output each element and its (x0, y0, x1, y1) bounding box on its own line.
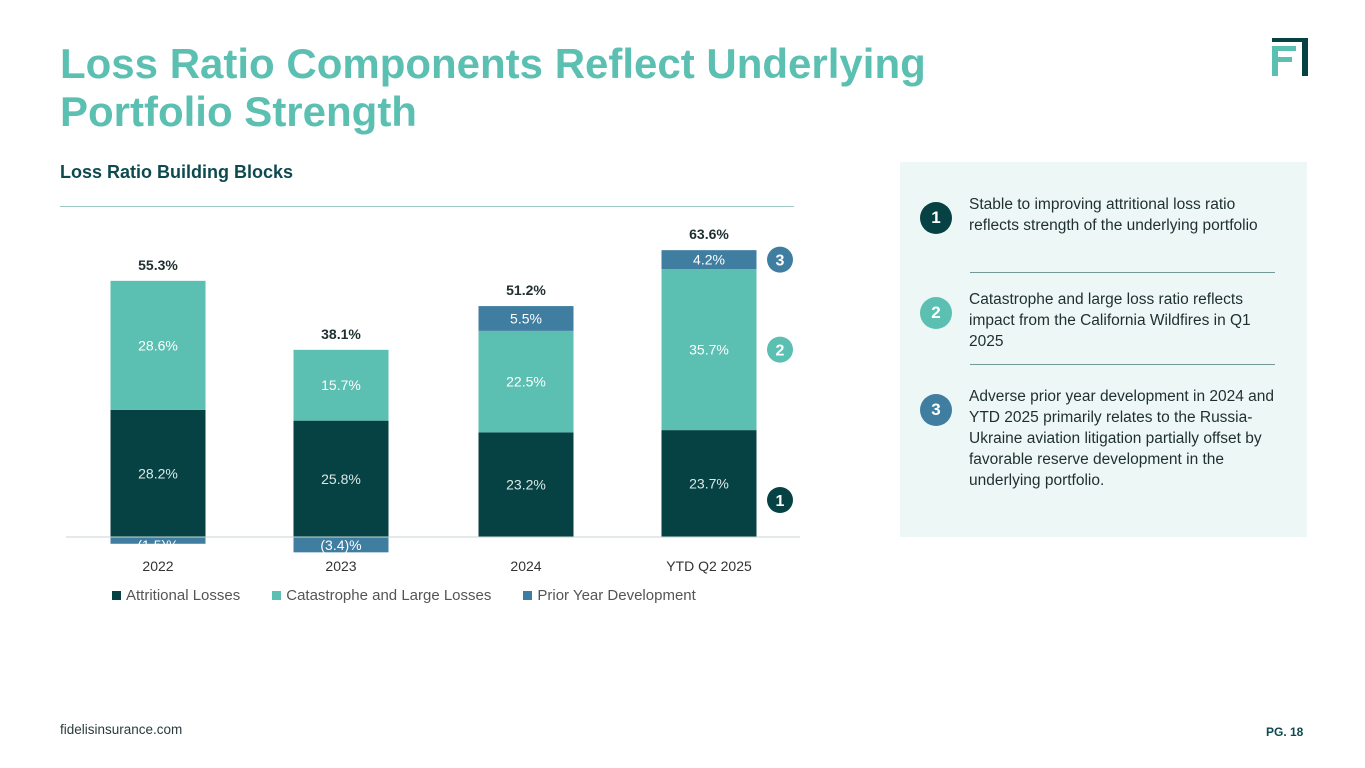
point-number-badge: 1 (920, 202, 952, 234)
point-text: Adverse prior year development in 2024 a… (969, 388, 1275, 489)
legend-swatch-prior-year (523, 591, 533, 600)
data-label: 23.2% (506, 477, 546, 493)
data-label: 28.6% (138, 337, 178, 353)
x-tick-label: 2022 (142, 558, 173, 574)
total-label: 38.1% (321, 326, 361, 342)
chart-subtitle: Loss Ratio Building Blocks (60, 162, 294, 182)
total-label: 51.2% (506, 282, 546, 298)
legend-swatch-catastrophe (272, 591, 282, 600)
bar-segment-negative (293, 537, 389, 553)
data-label: 35.7% (689, 342, 729, 358)
bar-segment-1 (293, 420, 389, 537)
bar-segment-negative (110, 537, 206, 544)
data-label: 15.7% (321, 377, 361, 393)
point-text: Stable to improving attritional loss rat… (969, 196, 1258, 234)
x-tick-label: YTD Q2 2025 (666, 558, 752, 574)
bar-segment-3 (661, 250, 757, 270)
data-label: (1.5)% (137, 537, 178, 553)
marker-number: 3 (776, 253, 785, 270)
x-tick-label: 2023 (325, 558, 356, 574)
total-label: 63.6% (689, 226, 729, 242)
bar-segment-1 (661, 430, 757, 537)
brand-logo (1272, 38, 1308, 76)
point-number-badge: 3 (920, 394, 952, 426)
page-title: Loss Ratio Components Reflect Underlying… (60, 40, 926, 135)
bar-segment-2 (661, 269, 757, 431)
footer-website: fidelisinsurance.com (60, 722, 183, 737)
legend-item-prior-year: Prior Year Development (523, 587, 696, 604)
legend-label-prior-year: Prior Year Development (537, 587, 696, 604)
data-label: 28.2% (138, 465, 178, 481)
marker-badge (767, 487, 793, 513)
x-tick-label: 2024 (510, 558, 541, 574)
marker-number: 2 (776, 343, 785, 360)
panel-divider (970, 272, 1275, 273)
panel-divider (970, 364, 1275, 365)
marker-number: 1 (776, 493, 785, 510)
bar-segment-3 (478, 306, 574, 331)
data-label: 23.7% (689, 476, 729, 492)
chart-legend: Attritional Losses Catastrophe and Large… (112, 587, 696, 604)
subtitle-divider (60, 206, 794, 207)
total-label: 55.3% (138, 257, 178, 273)
legend-swatch-attritional (112, 591, 121, 600)
bar-segment-2 (478, 330, 574, 433)
data-label: (3.4)% (320, 537, 361, 553)
point-text: Catastrophe and large loss ratio reflect… (969, 291, 1251, 350)
data-label: 22.5% (506, 374, 546, 390)
stacked-bar-chart: 28.2% 28.6% (1.5)% 55.3% 2022 25.8% 15.7% (3.4)… (66, 226, 800, 574)
legend-item-catastrophe: Catastrophe and Large Losses (272, 587, 491, 604)
bar-segment-2 (110, 280, 206, 410)
marker-badge (767, 246, 793, 273)
bar-segment-1 (110, 409, 206, 537)
bar-segment-2 (293, 349, 389, 421)
data-label: 25.8% (321, 471, 361, 487)
marker-badge (767, 336, 793, 363)
legend-label-attritional: Attritional Losses (126, 587, 241, 604)
data-label: 4.2% (693, 252, 725, 268)
legend-item-attritional: Attritional Losses (112, 587, 240, 604)
legend-label-catastrophe: Catastrophe and Large Losses (286, 587, 492, 604)
point-number-badge: 2 (920, 297, 952, 329)
data-label: 5.5% (510, 310, 542, 326)
commentary-panel: 1 Stable to improving attritional loss r… (900, 162, 1307, 537)
bar-segment-1 (478, 432, 574, 537)
page-number: PG. 18 (1266, 725, 1304, 739)
